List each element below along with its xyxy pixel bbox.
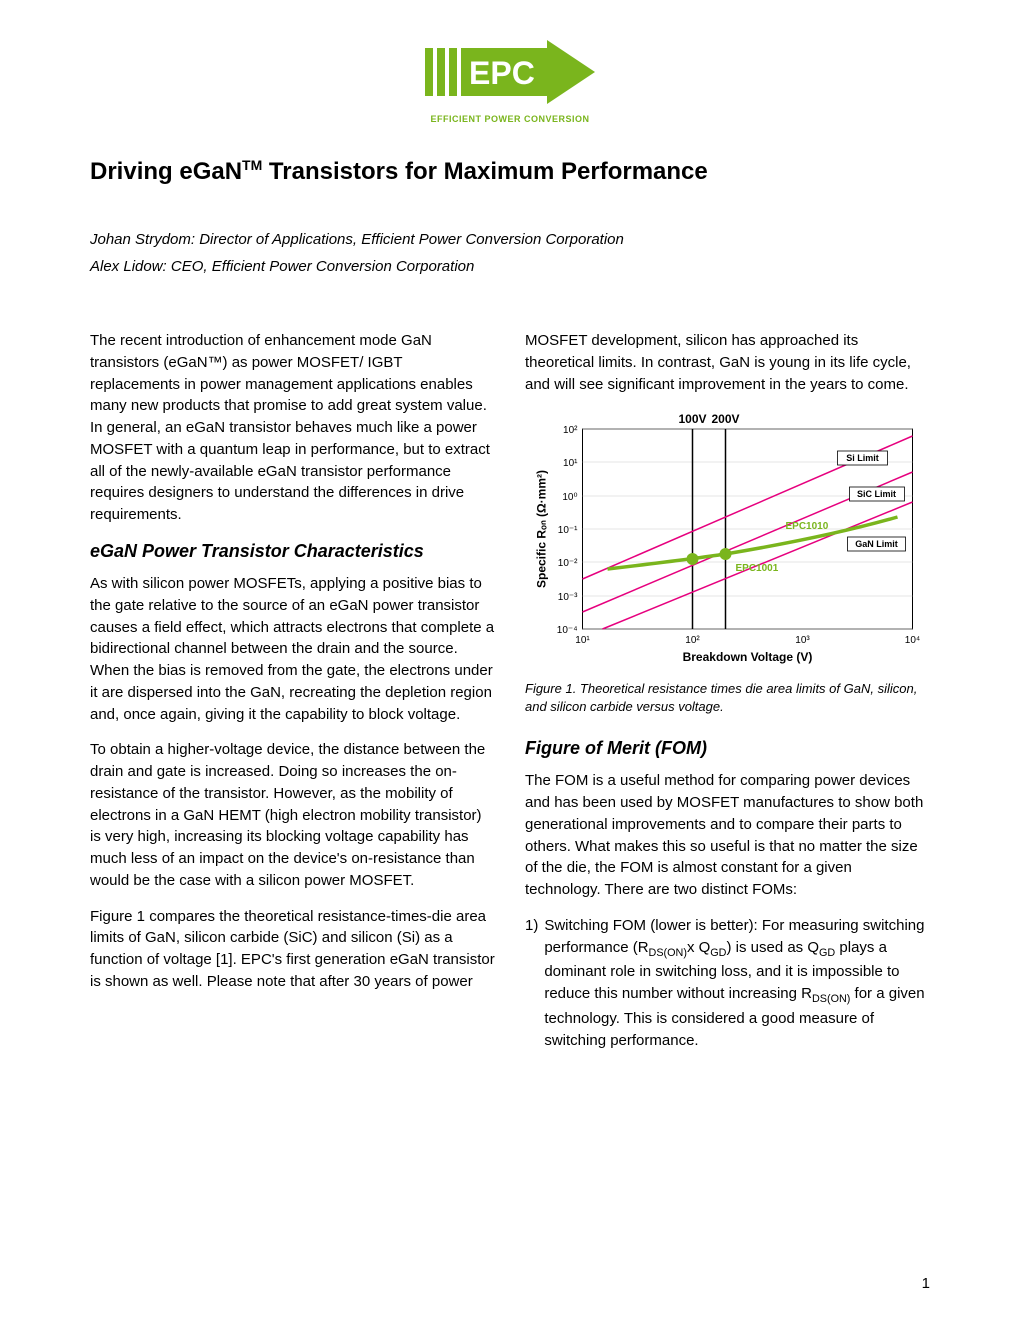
figure-1: 10² 10¹ 10⁰ 10⁻¹ 10⁻² 10⁻³ 10⁻⁴ 10¹ 10² … [525, 409, 930, 715]
right-p1: MOSFET development, silicon has approach… [525, 330, 930, 395]
chart-vline-label-100: 100V [678, 412, 706, 426]
section-head-fom: Figure of Merit (FOM) [525, 737, 930, 760]
logo-text: EPC [469, 55, 535, 91]
chart-ylabel: Specific Rₒₙ (Ω·mm²) [535, 470, 549, 588]
svg-text:10²: 10² [563, 425, 578, 436]
svg-text:10⁻¹: 10⁻¹ [558, 525, 578, 536]
epc-logo: EPC EFFICIENT POWER CONVERSION [415, 40, 605, 124]
title-sup: TM [242, 157, 262, 173]
svg-text:GaN Limit: GaN Limit [855, 539, 898, 549]
chart-sic-label: SiC Limit [850, 487, 905, 501]
author-2: Alex Lidow: CEO, Efficient Power Convers… [90, 253, 930, 280]
svg-text:10⁴: 10⁴ [905, 635, 920, 646]
svg-text:10³: 10³ [795, 635, 810, 646]
svg-text:10²: 10² [685, 635, 700, 646]
svg-text:10¹: 10¹ [563, 458, 578, 469]
authors-block: Johan Strydom: Director of Applications,… [90, 226, 930, 280]
chart-marker-epc1010 [720, 548, 732, 560]
left-p4: Figure 1 compares the theoretical resist… [90, 906, 495, 993]
chart-label-epc1010: EPC1010 [786, 521, 829, 532]
logo-subtext: EFFICIENT POWER CONVERSION [415, 114, 605, 124]
figure-1-caption: Figure 1. Theoretical resistance times d… [525, 680, 930, 715]
svg-text:10⁻³: 10⁻³ [558, 592, 578, 603]
author-1: Johan Strydom: Director of Applications,… [90, 226, 930, 253]
left-p2: As with silicon power MOSFETs, applying … [90, 573, 495, 725]
svg-text:10⁰: 10⁰ [562, 492, 577, 503]
chart-si-label: Si Limit [838, 451, 888, 465]
content-columns: The recent introduction of enhancement m… [90, 330, 930, 1065]
figure-1-chart: 10² 10¹ 10⁰ 10⁻¹ 10⁻² 10⁻³ 10⁻⁴ 10¹ 10² … [525, 409, 930, 669]
chart-label-epc1001: EPC1001 [736, 563, 779, 574]
svg-text:10¹: 10¹ [575, 635, 590, 646]
chart-gan-label: GaN Limit [848, 537, 906, 551]
svg-text:10⁻²: 10⁻² [558, 558, 578, 569]
epc-logo-svg: EPC [415, 40, 605, 112]
chart-xlabel: Breakdown Voltage (V) [683, 650, 813, 664]
list-num-1: 1) [525, 915, 538, 1051]
page-title: Driving eGaNTM Transistors for Maximum P… [90, 157, 930, 186]
left-p3: To obtain a higher-voltage device, the d… [90, 739, 495, 891]
chart-marker-epc1001 [687, 553, 699, 565]
title-post: Transistors for Maximum Performance [262, 158, 707, 185]
title-pre: Driving eGaN [90, 158, 242, 185]
left-column: The recent introduction of enhancement m… [90, 330, 495, 1065]
svg-text:SiC Limit: SiC Limit [857, 489, 896, 499]
chart-vline-label-200: 200V [711, 412, 739, 426]
left-p1: The recent introduction of enhancement m… [90, 330, 495, 526]
section-head-characteristics: eGaN Power Transistor Characteristics [90, 540, 495, 563]
svg-text:Si Limit: Si Limit [846, 453, 879, 463]
right-column: MOSFET development, silicon has approach… [525, 330, 930, 1065]
right-p2: The FOM is a useful method for comparing… [525, 770, 930, 901]
fom-list-item-1: 1) Switching FOM (lower is better): For … [525, 915, 930, 1051]
logo-block: EPC EFFICIENT POWER CONVERSION [90, 40, 930, 127]
list-body-1: Switching FOM (lower is better): For mea… [544, 915, 930, 1051]
page-number: 1 [922, 1275, 930, 1292]
